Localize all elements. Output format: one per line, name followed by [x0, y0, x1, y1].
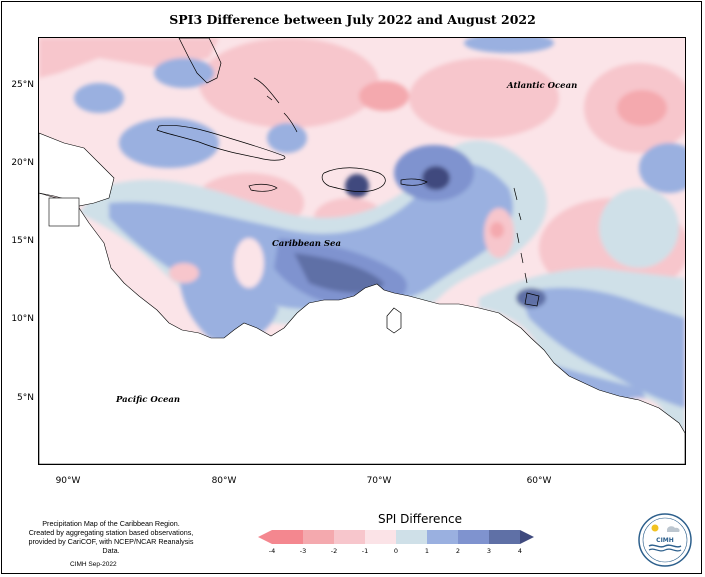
footer-line-2: Created by aggregating station based obs… [28, 528, 194, 537]
legend-colorbar [258, 528, 570, 550]
lat-label-10: 10°N [11, 314, 34, 324]
map-panel: Atlantic Ocean Caribbean Sea Pacific Oce… [38, 37, 686, 465]
map-title: SPI3 Difference between July 2022 and Au… [169, 12, 536, 27]
neg-area-northwest [39, 38, 219, 78]
yucatan-land [39, 132, 115, 207]
pos-area-bahamas-south [267, 123, 307, 153]
cimh-logo-svg: CIMH [638, 513, 692, 567]
pos-core-hispaniola [345, 174, 369, 198]
legend-tick-label: -3 [299, 547, 307, 555]
near-zero-east [599, 188, 679, 268]
cimh-logo: CIMH [637, 512, 693, 568]
pos-area-central-america [179, 268, 279, 342]
legend-swatch [272, 530, 303, 544]
legend-arrow-left [258, 530, 272, 544]
cuba-outline [156, 125, 286, 161]
caribbean-sea-label: Caribbean Sea [272, 239, 341, 249]
lesser-antilles-outline [513, 187, 528, 284]
neg-area-bahamas [199, 38, 379, 128]
neg-area-honduras [169, 263, 199, 283]
hispaniola-outline [321, 167, 386, 192]
footer-line-1: Precipitation Map of the Caribbean Regio… [42, 519, 180, 528]
pos-area-florida [154, 58, 214, 88]
trinidad-outline [524, 292, 540, 307]
legend-swatch [396, 530, 427, 544]
pos-area-gulf [74, 83, 124, 113]
pos-area-cuba [119, 118, 219, 168]
sun-icon [651, 524, 659, 532]
legend-tick-label: 0 [393, 547, 399, 555]
map-svg: Atlantic Ocean Caribbean Sea Pacific Oce… [39, 38, 685, 464]
lat-label-25: 25°N [11, 80, 34, 90]
florida-outline [178, 38, 222, 84]
pos-core-caribbean-sea [294, 253, 384, 293]
legend-swatch [458, 530, 489, 544]
legend-tick-label: 4 [517, 547, 523, 555]
pos-area-southeast [519, 287, 685, 408]
legend-swatch [303, 530, 334, 544]
footer-credit: CIMH Sep-2022 [70, 561, 117, 568]
island-outlines [156, 38, 540, 334]
jamaica-outline [248, 183, 278, 192]
lake-maracaibo-outline [386, 307, 402, 334]
atlantic-ocean-label: Atlantic Ocean [506, 81, 577, 91]
cloud-icon [667, 526, 680, 532]
neg-core-antilles-west [490, 222, 504, 238]
legend-tick-label: -2 [330, 547, 338, 555]
guatemala-land [48, 197, 80, 227]
legend-svg [258, 530, 534, 544]
lon-label-90: 90°W [55, 476, 81, 486]
legend-tick-label: 3 [486, 547, 492, 555]
lon-label-80: 80°W [211, 476, 237, 486]
lon-label-70: 70°W [366, 476, 392, 486]
legend-tick-label: 2 [455, 547, 461, 555]
legend-swatch [365, 530, 396, 544]
bahamas-outline [253, 77, 298, 133]
legend-arrow-right [520, 530, 534, 544]
legend-tick-label: -1 [361, 547, 369, 555]
pos-area-north-edge [464, 38, 554, 53]
neg-core-north [359, 81, 409, 111]
footer-description: Precipitation Map of the Caribbean Regio… [22, 519, 200, 555]
neg-core-atlantic-east [617, 90, 667, 126]
spi-field [39, 38, 685, 443]
lon-label-60: 60°W [526, 476, 552, 486]
neg-area-nicaragua [234, 238, 264, 288]
neg-area-atlantic-center [409, 58, 559, 138]
legend-tick-label: -4 [268, 547, 276, 555]
legend-swatch [427, 530, 458, 544]
pacific-ocean-label: Pacific Ocean [115, 395, 180, 405]
puerto-rico-outline [400, 178, 428, 186]
lat-label-20: 20°N [11, 158, 34, 168]
legend-title: SPI Difference [377, 512, 463, 526]
legend-swatch [489, 530, 520, 544]
pos-area-caribbean [109, 163, 513, 310]
wave-icon [648, 544, 682, 548]
pos-core-trinidad [516, 288, 546, 308]
legend-swatch [334, 530, 365, 544]
land-mask [39, 132, 685, 464]
pos-area-east-edge [639, 143, 685, 193]
lat-label-5: 5°N [17, 393, 34, 403]
wave-icon-2 [648, 548, 682, 552]
legend-tick-label: 1 [424, 547, 430, 555]
logo-text: CIMH [656, 537, 674, 544]
footer-line-3: provided by CariCOF, with NCEP/NCAR Rean… [28, 537, 194, 555]
pos-core-puerto-rico [422, 166, 450, 190]
lat-label-15: 15°N [11, 236, 34, 246]
